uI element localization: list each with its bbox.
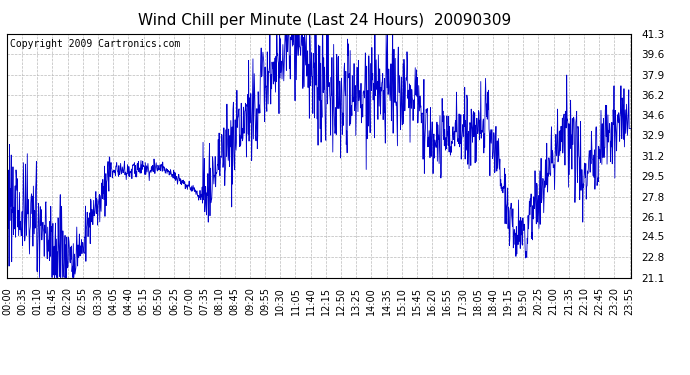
Text: Copyright 2009 Cartronics.com: Copyright 2009 Cartronics.com [10, 39, 180, 49]
Text: Wind Chill per Minute (Last 24 Hours)  20090309: Wind Chill per Minute (Last 24 Hours) 20… [138, 13, 511, 28]
